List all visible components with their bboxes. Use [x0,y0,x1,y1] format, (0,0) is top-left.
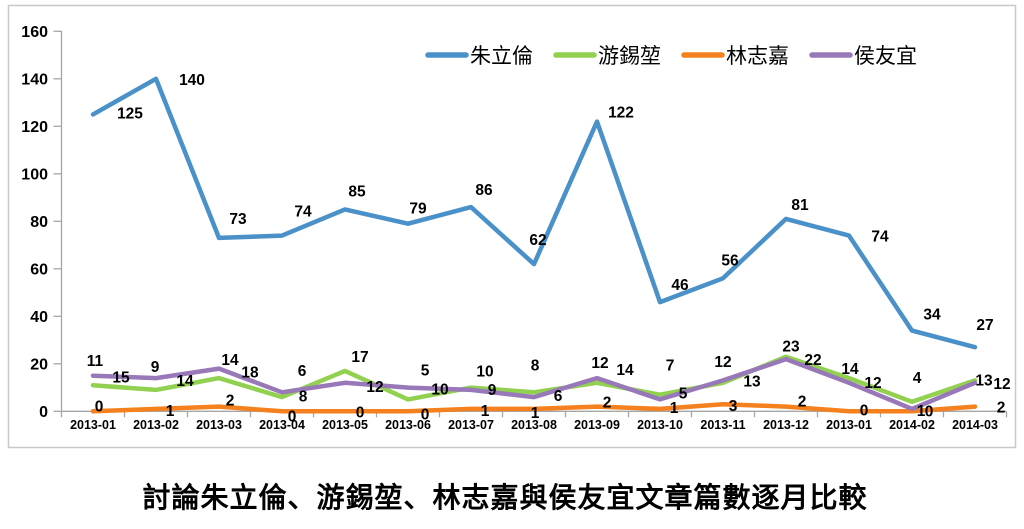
data-label-lin-zhi-jia: 0 [95,398,104,415]
data-label-hou-you-yi: 5 [679,385,688,402]
data-label-zhu-li-lun: 122 [608,105,634,122]
data-label-hou-you-yi: 9 [488,382,497,399]
y-axis-tick-label: 160 [21,24,48,41]
data-label-zhu-li-lun: 81 [791,197,809,214]
data-label-zhu-li-lun: 56 [721,252,739,269]
data-label-lin-zhi-jia: 0 [925,403,934,420]
series-line-lin-zhi-jia [90,401,978,414]
data-label-lin-zhi-jia: 3 [729,398,738,415]
data-label-you-xi-kun: 17 [351,349,368,366]
x-axis-tick-label: 2013-05 [322,418,368,432]
y-axis-tick-label: 100 [21,166,48,183]
x-axis-tick-label: 2013-01 [70,418,116,432]
legend-label-hou-you-yi: 侯友宜 [854,45,917,68]
x-axis-tick-label: 2013-12 [763,418,809,432]
data-label-lin-zhi-jia: 2 [603,395,612,412]
data-label-hou-you-yi: 14 [176,373,194,390]
data-label-zhu-li-lun: 74 [294,204,312,221]
x-axis-tick-label: 2013-06 [385,418,431,432]
data-label-zhu-li-lun: 46 [671,277,689,294]
data-label-you-xi-kun: 6 [298,363,307,380]
data-label-you-xi-kun: 9 [151,359,160,376]
x-axis-tick-label: 2013-04 [259,418,305,432]
x-axis-tick-label: 2013-09 [574,418,620,432]
data-label-zhu-li-lun: 73 [229,211,247,228]
legend-label-zhu-li-lun: 朱立倫 [470,45,533,68]
data-label-you-xi-kun: 11 [87,353,104,370]
x-axis-tick-label: 2013-07 [448,418,494,432]
data-label-you-xi-kun: 5 [421,362,430,379]
data-label-zhu-li-lun: 125 [117,105,143,122]
data-label-zhu-li-lun: 79 [409,201,427,218]
chart-border [7,4,1017,449]
x-axis-tick-label: 2013-08 [511,418,557,432]
data-label-hou-you-yi: 22 [804,352,821,369]
x-axis-tick-label: 2013-01 [826,418,872,432]
data-label-lin-zhi-jia: 1 [166,403,175,420]
data-label-hou-you-yi: 12 [366,379,383,396]
data-label-you-xi-kun: 10 [476,364,493,381]
data-label-hou-you-yi: 15 [112,370,130,387]
series-line-hou-you-yi [90,356,978,412]
x-axis-tick-label: 2014-03 [952,418,998,432]
data-label-you-xi-kun: 8 [531,357,540,374]
y-axis-tick-label: 60 [30,261,48,278]
data-label-lin-zhi-jia: 1 [670,400,679,417]
data-label-hou-you-yi: 12 [993,376,1010,393]
x-axis-tick-label: 2013-10 [637,418,683,432]
data-label-lin-zhi-jia: 0 [860,402,869,419]
data-label-you-xi-kun: 7 [666,358,675,375]
data-label-zhu-li-lun: 34 [923,307,941,324]
legend-label-you-xi-kun: 游錫堃 [598,45,661,68]
data-label-zhu-li-lun: 85 [348,183,366,200]
data-label-lin-zhi-jia: 2 [997,400,1006,417]
y-axis-tick-label: 20 [30,356,48,373]
y-axis-tick-label: 80 [30,214,48,231]
data-label-you-xi-kun: 23 [782,339,800,356]
y-axis-tick-label: 0 [39,404,48,421]
data-label-you-xi-kun: 14 [221,352,239,369]
y-axis-tick-label: 140 [21,71,48,88]
x-axis-tick-label: 2013-03 [196,418,242,432]
data-label-lin-zhi-jia: 1 [531,405,540,422]
y-axis-tick-label: 40 [30,309,48,326]
data-label-zhu-li-lun: 62 [529,232,546,249]
data-label-hou-you-yi: 13 [743,373,761,390]
data-label-you-xi-kun: 12 [591,355,608,372]
x-axis-tick-label: 2013-11 [700,418,745,432]
data-label-lin-zhi-jia: 0 [356,404,365,421]
data-label-you-xi-kun: 4 [913,370,922,387]
x-axis-tick-label: 2013-02 [133,418,179,432]
chart-title: 討論朱立倫、游錫堃、林志嘉與侯友宜文章篇數逐月比較 [142,482,868,513]
data-label-hou-you-yi: 8 [299,388,308,405]
data-label-lin-zhi-jia: 0 [288,408,297,425]
data-label-hou-you-yi: 18 [241,365,259,382]
data-label-hou-you-yi: 6 [554,388,563,405]
data-label-hou-you-yi: 14 [616,362,634,379]
data-label-hou-you-yi: 12 [864,375,881,392]
legend-label-lin-zhi-jia: 林志嘉 [726,45,789,68]
data-label-lin-zhi-jia: 2 [226,393,235,410]
data-label-you-xi-kun: 14 [841,361,859,378]
data-label-lin-zhi-jia: 1 [481,403,490,420]
y-axis-tick-label: 120 [21,119,48,136]
data-label-lin-zhi-jia: 0 [421,406,430,423]
data-label-zhu-li-lun: 140 [179,72,205,89]
data-label-lin-zhi-jia: 2 [798,394,807,411]
series-line-zhu-li-lun [90,76,978,350]
data-label-hou-you-yi: 1 [917,403,926,420]
data-label-hou-you-yi: 10 [431,382,448,399]
series-line-you-xi-kun [90,354,978,405]
data-label-zhu-li-lun: 27 [976,317,993,334]
data-label-you-xi-kun: 13 [975,372,993,389]
data-label-you-xi-kun: 12 [714,354,731,371]
data-label-zhu-li-lun: 74 [871,229,889,246]
data-label-zhu-li-lun: 86 [475,182,493,199]
x-axis-tick-label: 2014-02 [889,418,935,432]
